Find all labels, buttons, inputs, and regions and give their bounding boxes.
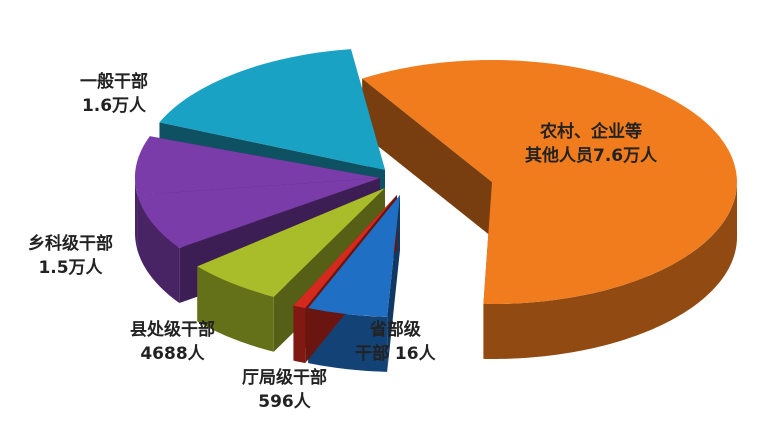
label-ministerial-line2: 干部 16人: [355, 344, 436, 364]
label-township-line2: 1.5万人: [38, 258, 103, 278]
label-township-line1: 乡科级干部: [28, 234, 113, 254]
label-ministerial-line1: 省部级: [369, 320, 421, 340]
slice-5-top: [134, 136, 380, 195]
label-general-line1: 一般干部: [80, 72, 148, 92]
slice-3-top: [197, 188, 385, 297]
slice-0-top: [362, 59, 738, 305]
label-general: 一般干部 1.6万人: [80, 70, 148, 118]
label-county-line2: 4688人: [140, 344, 205, 364]
slice-1-top: [308, 195, 400, 317]
slice-0-side: [483, 182, 737, 359]
slice-4-top: [137, 178, 380, 248]
slice-4-side: [137, 194, 180, 303]
label-county: 县处级干部 4688人: [130, 318, 215, 366]
slice-2-side: [293, 305, 306, 364]
label-bureau: 厅局级干部 596人: [242, 366, 327, 414]
label-other: 农村、企业等 其他人员7.6万人: [525, 120, 657, 168]
label-bureau-line1: 厅局级干部: [242, 368, 327, 388]
label-other-line2: 其他人员7.6万人: [525, 146, 658, 166]
label-ministerial: 省部级 干部 16人: [355, 318, 436, 366]
slice-5-side: [135, 178, 138, 250]
slice-6-top: [159, 49, 385, 170]
slice-2-top: [293, 195, 397, 309]
slice-3-side: [197, 266, 274, 352]
label-bureau-line2: 596人: [258, 392, 311, 412]
label-general-line2: 1.6万人: [81, 96, 147, 116]
label-county-line1: 县处级干部: [130, 320, 215, 340]
label-other-line1: 农村、企业等: [540, 122, 643, 142]
label-township: 乡科级干部 1.5万人: [28, 232, 113, 280]
slice-0-wall-0: [362, 78, 492, 237]
